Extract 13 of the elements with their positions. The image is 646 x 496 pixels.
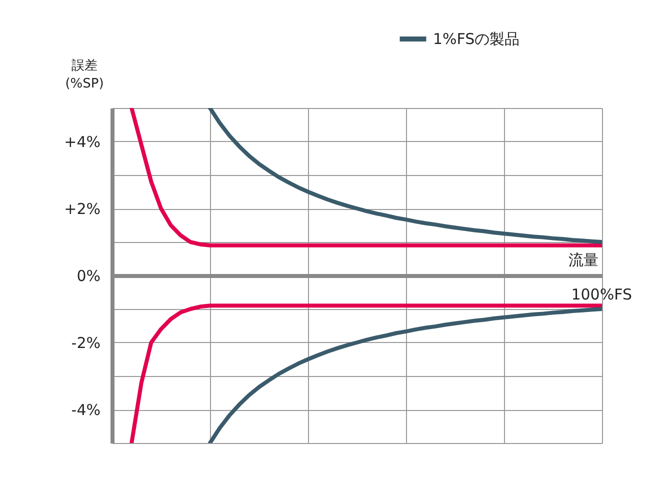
line-series xyxy=(130,108,602,248)
line-series xyxy=(208,108,602,244)
y-axis-title: 誤差 (%SP) xyxy=(65,58,104,92)
line-series xyxy=(208,307,602,443)
line-series xyxy=(130,304,602,443)
annotation: 100%FS xyxy=(571,286,632,304)
y-tick-label: +4% xyxy=(64,133,100,151)
y-tick-label: +2% xyxy=(64,200,100,218)
y-tick-label: 0% xyxy=(76,267,100,285)
y-tick-label: -2% xyxy=(71,334,100,352)
legend-label: 1%FSの製品 xyxy=(433,30,520,48)
y-tick-label: -4% xyxy=(71,401,100,419)
x-axis-title: 流量 xyxy=(568,251,598,269)
